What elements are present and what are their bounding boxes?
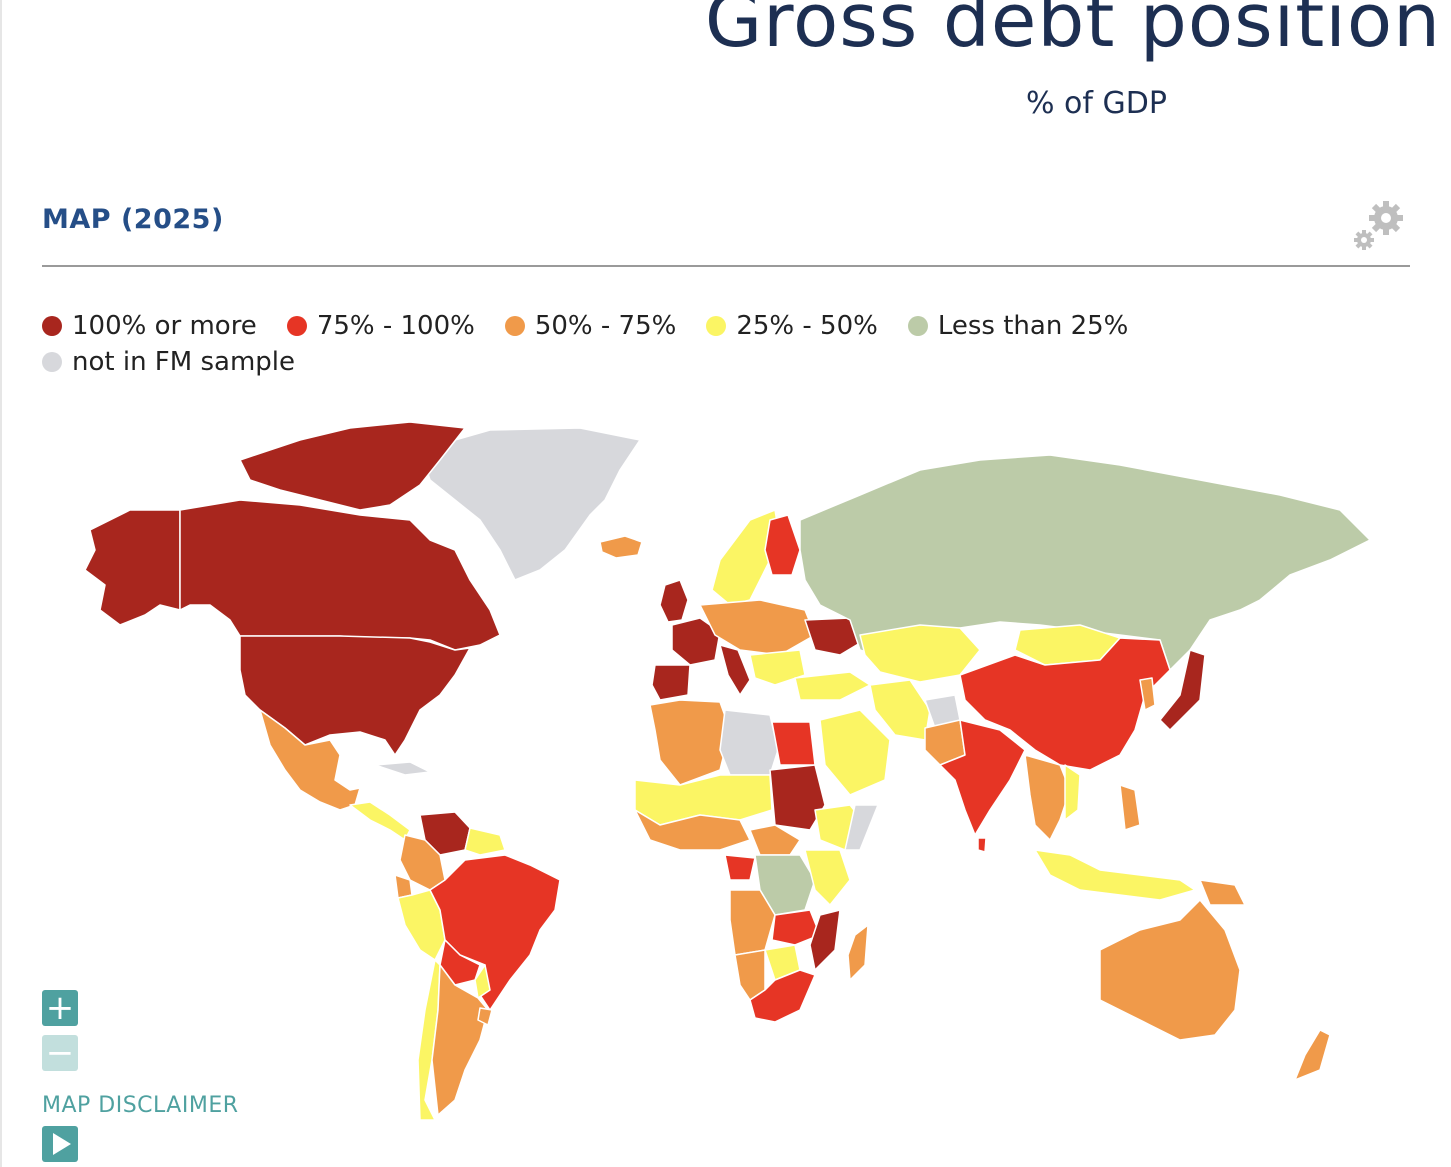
gears-icon[interactable] bbox=[1350, 198, 1410, 254]
legend-dot bbox=[706, 316, 727, 336]
legend-row: not in FM sample bbox=[42, 344, 1242, 380]
zoom-out-button[interactable]: − bbox=[42, 1035, 78, 1071]
plus-icon: + bbox=[45, 988, 75, 1028]
legend-label: 75% - 100% bbox=[316, 311, 475, 341]
section-title: MAP (2025) bbox=[42, 204, 224, 235]
country-saudi[interactable] bbox=[819, 709, 891, 796]
legend-label: not in FM sample bbox=[72, 347, 295, 377]
legend-label: 50% - 75% bbox=[534, 311, 677, 341]
world-map[interactable] bbox=[60, 410, 1410, 1150]
country-spain[interactable] bbox=[651, 664, 691, 701]
country-central-america[interactable] bbox=[349, 801, 411, 841]
legend-dot bbox=[42, 352, 62, 372]
country-congo[interactable] bbox=[724, 854, 756, 881]
country-vietnam[interactable] bbox=[1064, 764, 1081, 821]
legend-dot bbox=[504, 316, 525, 336]
play-icon bbox=[53, 1133, 71, 1155]
country-libya[interactable] bbox=[719, 709, 779, 776]
zoom-in-button[interactable]: + bbox=[42, 990, 78, 1026]
legend-label: 100% or more bbox=[72, 311, 257, 341]
country-norway-sweden[interactable] bbox=[711, 509, 781, 606]
country-greenland[interactable] bbox=[419, 427, 641, 581]
page-title: Gross debt position bbox=[704, 0, 1441, 64]
country-iceland[interactable] bbox=[599, 535, 643, 559]
country-argentina[interactable] bbox=[431, 964, 489, 1116]
country-cuba[interactable] bbox=[374, 761, 431, 776]
country-alaska[interactable] bbox=[84, 509, 181, 626]
country-mozambique[interactable] bbox=[809, 909, 841, 971]
country-madagascar[interactable] bbox=[847, 924, 869, 981]
legend-item-75-100[interactable]: 75% - 100% bbox=[286, 311, 475, 341]
country-philippines[interactable] bbox=[1119, 784, 1141, 831]
country-east-africa[interactable] bbox=[804, 849, 851, 906]
legend-item-50-75[interactable]: 50% - 75% bbox=[504, 311, 677, 341]
country-guianas[interactable] bbox=[464, 827, 506, 856]
map-disclaimer-link[interactable]: MAP DISCLAIMER bbox=[42, 1093, 239, 1118]
country-new-zealand[interactable] bbox=[1294, 1029, 1331, 1081]
country-uruguay[interactable] bbox=[477, 1007, 493, 1026]
page-subtitle: % of GDP bbox=[1026, 86, 1167, 121]
country-indonesia[interactable] bbox=[1034, 849, 1196, 901]
country-central-europe[interactable] bbox=[699, 599, 816, 656]
legend-dot bbox=[286, 316, 307, 336]
country-uk[interactable] bbox=[659, 579, 689, 623]
country-korea[interactable] bbox=[1139, 677, 1156, 711]
minus-icon: − bbox=[45, 1033, 75, 1073]
legend-label: 25% - 50% bbox=[736, 311, 878, 341]
country-japan[interactable] bbox=[1159, 649, 1206, 731]
country-morocco-algeria[interactable] bbox=[649, 699, 731, 786]
country-png[interactable] bbox=[1199, 879, 1246, 906]
country-mexico[interactable] bbox=[259, 709, 361, 811]
legend-dot bbox=[42, 316, 62, 336]
country-kazakhstan[interactable] bbox=[859, 624, 981, 683]
legend-item-25-50[interactable]: 25% - 50% bbox=[706, 311, 878, 341]
country-china[interactable] bbox=[959, 637, 1171, 771]
legend-item-less-than-25[interactable]: Less than 25% bbox=[907, 311, 1129, 341]
country-france[interactable] bbox=[671, 617, 721, 666]
country-south-africa[interactable] bbox=[749, 969, 816, 1023]
country-canada[interactable] bbox=[179, 499, 501, 651]
country-turkey[interactable] bbox=[794, 671, 871, 701]
play-button[interactable] bbox=[42, 1126, 78, 1162]
legend-item-100-or-more[interactable]: 100% or more bbox=[42, 311, 257, 341]
legend-row: 100% or more 75% - 100% 50% - 75% 25% - … bbox=[42, 308, 1242, 344]
country-central-africa[interactable] bbox=[749, 824, 801, 856]
legend-label: Less than 25% bbox=[937, 311, 1129, 341]
legend-item-not-in-sample[interactable]: not in FM sample bbox=[42, 347, 295, 377]
section-divider bbox=[42, 265, 1410, 267]
country-canada-islands[interactable] bbox=[239, 421, 466, 511]
page-left-border bbox=[0, 0, 2, 1167]
country-somalia[interactable] bbox=[844, 804, 879, 851]
country-australia[interactable] bbox=[1099, 899, 1241, 1041]
country-egypt[interactable] bbox=[771, 721, 816, 766]
country-sri-lanka[interactable] bbox=[977, 837, 987, 853]
country-balkans[interactable] bbox=[749, 649, 806, 686]
legend: 100% or more 75% - 100% 50% - 75% 25% - … bbox=[42, 308, 1242, 380]
country-west-africa[interactable] bbox=[634, 809, 751, 851]
country-zambia[interactable] bbox=[771, 909, 821, 946]
country-paraguay[interactable] bbox=[474, 964, 491, 999]
country-italy[interactable] bbox=[719, 644, 751, 696]
country-india[interactable] bbox=[939, 719, 1026, 836]
country-finland[interactable] bbox=[764, 514, 801, 576]
country-southeast-asia[interactable] bbox=[1024, 754, 1071, 841]
legend-dot bbox=[907, 316, 928, 336]
country-ukraine[interactable] bbox=[804, 617, 866, 656]
